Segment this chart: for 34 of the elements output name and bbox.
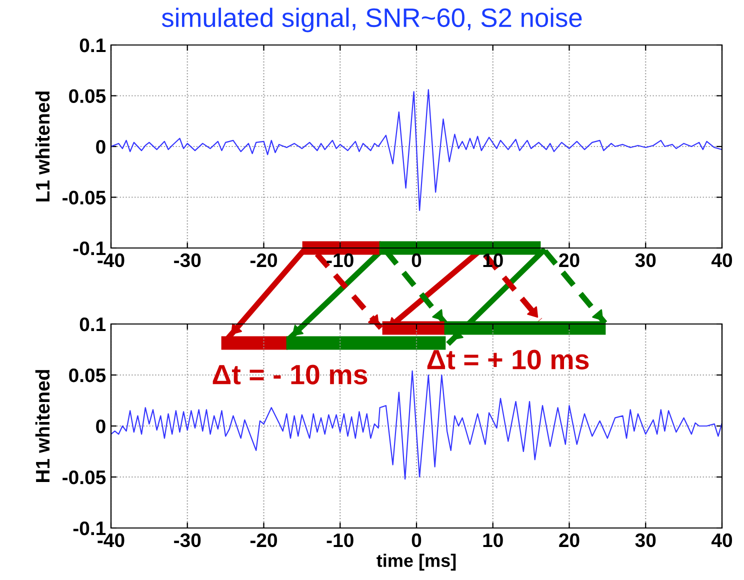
y-tick-label: 0.05 xyxy=(69,89,106,103)
y-tick-label: -0.05 xyxy=(62,190,106,204)
x-tick-label: -30 xyxy=(174,253,201,268)
y-tick-label: -0.1 xyxy=(73,521,106,536)
x-tick-label: 40 xyxy=(711,253,732,268)
y-tick-label: 0 xyxy=(96,419,106,434)
x-tick-label: -30 xyxy=(174,533,201,548)
y-tick-label: 0.1 xyxy=(80,317,106,332)
x-tick-label: -10 xyxy=(326,253,354,268)
chart-title: simulated signal, SNR~60, S2 noise xyxy=(162,8,582,32)
y-axis-title: L1 whitened xyxy=(35,92,50,202)
x-tick-label: 0 xyxy=(412,253,422,268)
line-series xyxy=(111,89,722,211)
x-tick-label: -10 xyxy=(326,533,354,548)
x-tick-label: 30 xyxy=(635,253,656,268)
x-tick-label: 20 xyxy=(559,533,580,548)
x-axis-title: time [ms] xyxy=(376,554,456,571)
annotation: Δt = + 10 ms xyxy=(427,350,589,370)
y-tick-label: -0.05 xyxy=(62,470,106,484)
y-tick-label: 0 xyxy=(96,140,106,154)
x-tick-label: -40 xyxy=(98,253,124,268)
x-tick-label: 40 xyxy=(711,533,732,548)
x-tick-label: -40 xyxy=(98,533,124,548)
x-tick-label: 30 xyxy=(635,533,656,548)
y-tick-label: 0.05 xyxy=(69,368,106,382)
x-tick-label: 10 xyxy=(483,533,503,548)
y-tick-label: 0.1 xyxy=(80,38,106,52)
annotation: Δt = - 10 ms xyxy=(212,364,368,384)
x-tick-label: -20 xyxy=(250,533,278,548)
x-tick-label: 0 xyxy=(412,533,422,548)
y-tick-label: -0.1 xyxy=(73,241,106,256)
x-tick-label: -20 xyxy=(250,253,278,268)
x-tick-label: 20 xyxy=(559,253,580,268)
y-axis-title: H1 whitened xyxy=(35,370,50,482)
